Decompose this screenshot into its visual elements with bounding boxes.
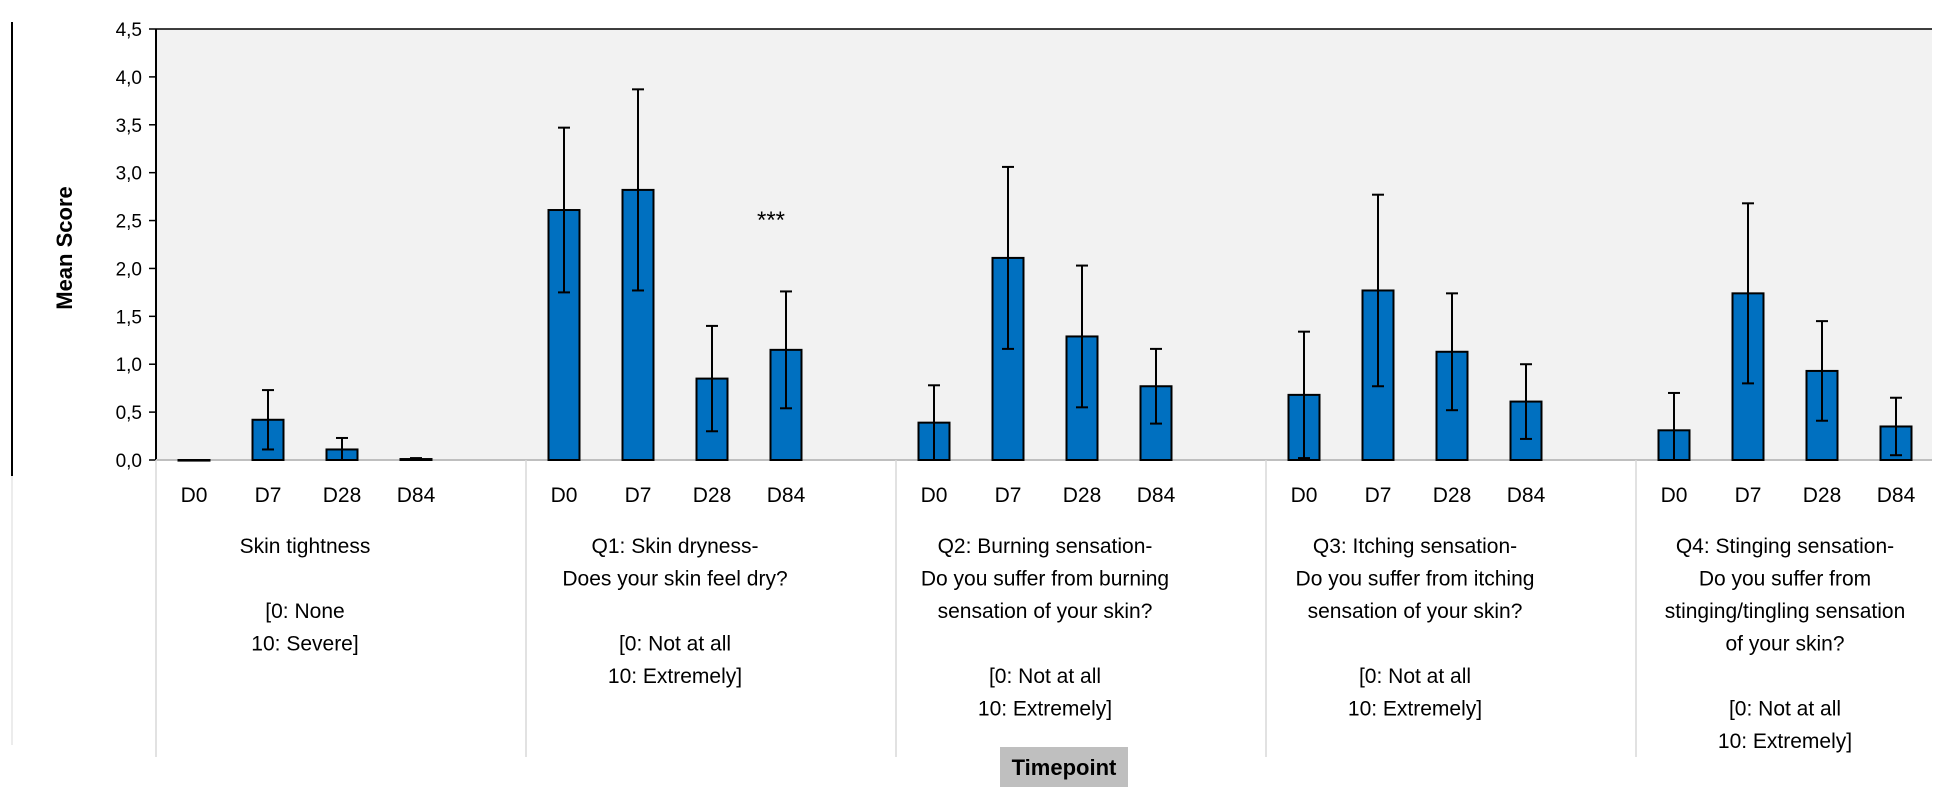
y-tick-label: 3,0 bbox=[116, 164, 142, 185]
group-label: of your skin? bbox=[1725, 633, 1844, 656]
group-label: [0: Not at all bbox=[619, 633, 731, 656]
x-tick-label: D84 bbox=[1137, 484, 1176, 507]
group-label: 10: Extremely] bbox=[1718, 730, 1852, 753]
y-tick-label: 2,5 bbox=[116, 212, 142, 233]
group-label: 10: Extremely] bbox=[608, 665, 742, 688]
x-tick-label: D28 bbox=[1433, 484, 1472, 507]
x-tick-label: D28 bbox=[323, 484, 362, 507]
group-label: [0: Not at all bbox=[989, 665, 1101, 688]
group-label: Does your skin feel dry? bbox=[562, 568, 787, 591]
x-tick-label: D7 bbox=[1735, 484, 1762, 507]
group-label: 10: Severe] bbox=[251, 633, 358, 656]
y-tick-label: 1,0 bbox=[116, 355, 142, 376]
y-tick-label: 2,0 bbox=[116, 259, 142, 280]
y-tick-label: 4,5 bbox=[116, 20, 142, 41]
group-label: Do you suffer from burning bbox=[921, 568, 1169, 591]
y-tick-label: 1,5 bbox=[116, 307, 142, 328]
bar bbox=[547, 209, 581, 461]
x-tick-label: D28 bbox=[1063, 484, 1102, 507]
group-label: Q2: Burning sensation- bbox=[938, 535, 1153, 558]
group-label: [0: Not at all bbox=[1729, 698, 1841, 721]
x-tick-label: D0 bbox=[921, 484, 948, 507]
x-tick-label: D28 bbox=[1803, 484, 1842, 507]
group-label: 10: Extremely] bbox=[1348, 698, 1482, 721]
x-tick-label: D84 bbox=[1877, 484, 1916, 507]
x-tick-label: D7 bbox=[255, 484, 282, 507]
x-tick-label: D28 bbox=[693, 484, 732, 507]
x-tick-label: D0 bbox=[551, 484, 578, 507]
x-tick-label: D7 bbox=[625, 484, 652, 507]
x-axis-title: Timepoint bbox=[1012, 755, 1117, 780]
y-tick-label: 0,5 bbox=[116, 403, 142, 424]
plot-area bbox=[156, 29, 1932, 460]
x-tick-label: D7 bbox=[995, 484, 1022, 507]
group-label: stinging/tingling sensation bbox=[1665, 600, 1906, 623]
group-label: 10: Extremely] bbox=[978, 698, 1112, 721]
group-label: Do you suffer from itching bbox=[1296, 568, 1535, 591]
group-label: Do you suffer from bbox=[1699, 568, 1871, 591]
group-label: sensation of your skin? bbox=[1308, 600, 1523, 623]
x-tick-label: D7 bbox=[1365, 484, 1392, 507]
x-tick-label: D0 bbox=[181, 484, 208, 507]
y-axis-title: Mean Score bbox=[52, 186, 77, 310]
x-tick-label: D0 bbox=[1291, 484, 1318, 507]
y-tick-label: 0,0 bbox=[116, 451, 142, 472]
x-tick-label: D84 bbox=[1507, 484, 1546, 507]
bar bbox=[177, 459, 211, 462]
group-label: [0: Not at all bbox=[1359, 665, 1471, 688]
x-tick-label: D0 bbox=[1661, 484, 1688, 507]
group-label: Q3: Itching sensation- bbox=[1313, 535, 1517, 558]
group-label: [0: None bbox=[265, 600, 344, 623]
group-label: Q1: Skin dryness- bbox=[592, 535, 759, 558]
x-axis-title-background bbox=[1000, 747, 1128, 787]
y-tick-label: 3,5 bbox=[116, 116, 142, 137]
significance-annotation: *** bbox=[757, 207, 785, 234]
group-label: Q4: Stinging sensation- bbox=[1676, 535, 1894, 558]
group-label: Skin tightness bbox=[240, 535, 371, 558]
x-tick-label: D84 bbox=[767, 484, 806, 507]
group-label: sensation of your skin? bbox=[938, 600, 1153, 623]
y-tick-label: 4,0 bbox=[116, 68, 142, 89]
x-tick-label: D84 bbox=[397, 484, 436, 507]
